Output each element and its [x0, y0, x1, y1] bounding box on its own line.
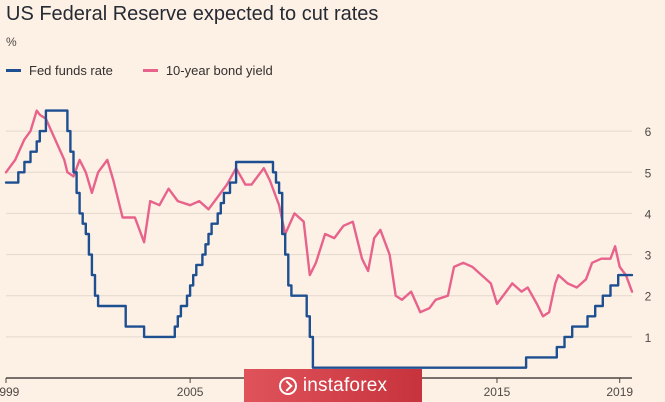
watermark-text: instaforex — [302, 374, 388, 396]
y-axis-unit: % — [6, 35, 17, 49]
y-tick-label-5: 5 — [645, 166, 652, 180]
y-tick-label-4: 4 — [645, 207, 652, 221]
series-line-10-year-bond-yield — [4, 109, 634, 318]
legend-label-bond: 10-year bond yield — [165, 63, 273, 78]
legend: Fed funds rate 10-year bond yield — [6, 63, 303, 78]
y-tick-label-6: 6 — [645, 125, 652, 139]
x-tick-label-2015: 2015 — [484, 385, 511, 399]
y-tick-label-3: 3 — [645, 249, 652, 263]
x-tick-label-1999: 1999 — [0, 385, 20, 399]
watermark: instaforex — [244, 369, 422, 402]
chart-title: US Federal Reserve expected to cut rates — [6, 3, 379, 25]
legend-swatch-bond — [142, 69, 158, 72]
y-tick-label-1: 1 — [645, 331, 652, 345]
legend-swatch-fed — [6, 69, 21, 72]
legend-label-fed: Fed funds rate — [29, 63, 113, 78]
instaforex-logo-icon — [278, 376, 297, 395]
series-line-fed-funds-rate — [4, 109, 634, 369]
y-tick-label-2: 2 — [645, 290, 652, 304]
legend-item-bond: 10-year bond yield — [142, 63, 273, 78]
legend-item-fed: Fed funds rate — [6, 63, 113, 78]
x-tick-label-2019: 2019 — [606, 385, 633, 399]
x-tick-label-2005: 2005 — [177, 385, 204, 399]
